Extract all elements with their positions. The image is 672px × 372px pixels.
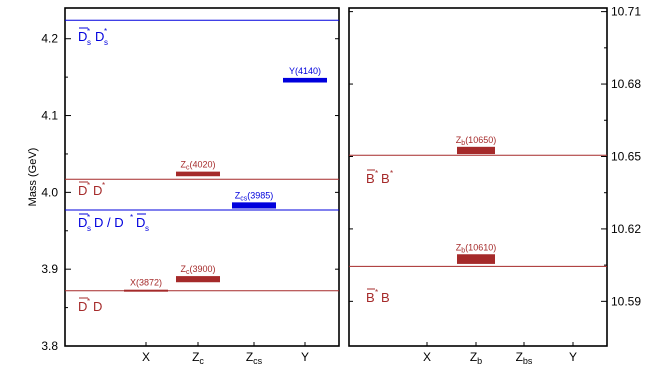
state-bar [176, 276, 220, 283]
svg-text:D: D [78, 29, 87, 44]
left-states: X(3872) Zc(3900) Zc(4020) Zcs(3985) Y(4140) [124, 66, 327, 292]
svg-text:s: s [87, 224, 91, 233]
svg-text:D / D: D / D [94, 215, 124, 230]
svg-text:D: D [93, 183, 102, 198]
y-tick-label: 10.62 [611, 222, 641, 236]
svg-text:*: * [87, 297, 90, 306]
right-states: Zb(10610) Zb(10650) [456, 135, 496, 264]
right-plot-frame [348, 7, 608, 347]
svg-text:s: s [145, 224, 149, 233]
state-label: Zb(10650) [456, 135, 496, 147]
category-label: Y [569, 350, 577, 364]
y-tick-label: 10.68 [611, 77, 641, 91]
y-tick-label: 10.59 [611, 294, 641, 308]
svg-text:D: D [93, 299, 102, 314]
threshold-label-b-star-b: B * B [366, 288, 390, 305]
threshold-label-ds-star-ds-star: D * s D * s [78, 27, 108, 47]
state-label: Zcs(3985) [235, 190, 274, 202]
y-tick-label: 4.1 [41, 109, 58, 123]
svg-text:s: s [104, 38, 108, 47]
y-tick-label: 10.65 [611, 149, 641, 163]
right-y-ticks: 10.59 10.62 10.65 10.68 10.71 [349, 5, 641, 308]
threshold-label-d-star-d-star: D * D * [78, 181, 105, 198]
svg-text:D: D [78, 299, 87, 314]
svg-text:B: B [381, 290, 390, 305]
left-y-ticks: 3.8 3.9 4.0 4.1 4.2 [41, 32, 339, 353]
state-label: Y(4140) [289, 66, 321, 76]
threshold-label-ds-star-d-or-d-star-ds: D * s D / D * D s [78, 213, 149, 233]
threshold-label-d-star-d: D * D [78, 297, 102, 314]
state-bar [457, 146, 495, 155]
svg-text:*: * [102, 181, 105, 190]
state-label: Zb(10610) [456, 242, 496, 254]
category-label: X [142, 350, 150, 364]
svg-text:s: s [87, 38, 91, 47]
state-bar [124, 289, 168, 292]
y-tick-label: 3.9 [41, 262, 58, 276]
right-thresholds [349, 154, 607, 267]
state-bar [283, 77, 327, 83]
left-panel: Mass (GeV) 3.8 3.9 4.0 4.1 4.2 X(3872) Zc(390… [27, 7, 340, 366]
svg-text:*: * [375, 288, 378, 297]
right-category-labels: X Zb Zbs Y [423, 342, 577, 366]
svg-text:D: D [136, 215, 145, 230]
y-tick-label: 3.8 [41, 339, 58, 353]
category-label: Zcs [246, 350, 263, 366]
category-label: Zbs [516, 350, 533, 366]
left-plot-frame [64, 7, 340, 347]
svg-text:B: B [381, 171, 390, 186]
left-y-axis-label: Mass (GeV) [27, 148, 39, 207]
svg-text:B: B [366, 171, 375, 186]
state-label: X(3872) [130, 278, 162, 288]
svg-text:*: * [87, 213, 90, 222]
category-label: Y [301, 350, 309, 364]
svg-text:*: * [87, 27, 90, 36]
category-label: Zc [192, 350, 204, 366]
svg-text:*: * [390, 169, 393, 178]
svg-text:*: * [375, 169, 378, 178]
state-bar [457, 254, 495, 264]
y-tick-label: 10.71 [611, 5, 641, 19]
state-label: Zc(4020) [180, 160, 215, 172]
svg-text:D: D [78, 183, 87, 198]
state-bar [232, 202, 276, 209]
category-label: X [423, 350, 431, 364]
svg-text:*: * [104, 27, 107, 36]
svg-text:D: D [78, 215, 87, 230]
category-label: Zb [470, 350, 482, 366]
svg-text:*: * [87, 181, 90, 190]
state-label: Zc(3900) [180, 264, 215, 276]
y-tick-label: 4.2 [41, 32, 58, 46]
threshold-label-b-star-b-star: B * B * [366, 169, 393, 186]
y-tick-label: 4.0 [41, 185, 58, 199]
state-bar [176, 171, 220, 177]
svg-text:*: * [130, 213, 133, 222]
svg-text:B: B [366, 290, 375, 305]
svg-text:D: D [95, 29, 104, 44]
left-category-labels: X Zc Zcs Y [142, 342, 309, 366]
left-thresholds [65, 19, 339, 292]
